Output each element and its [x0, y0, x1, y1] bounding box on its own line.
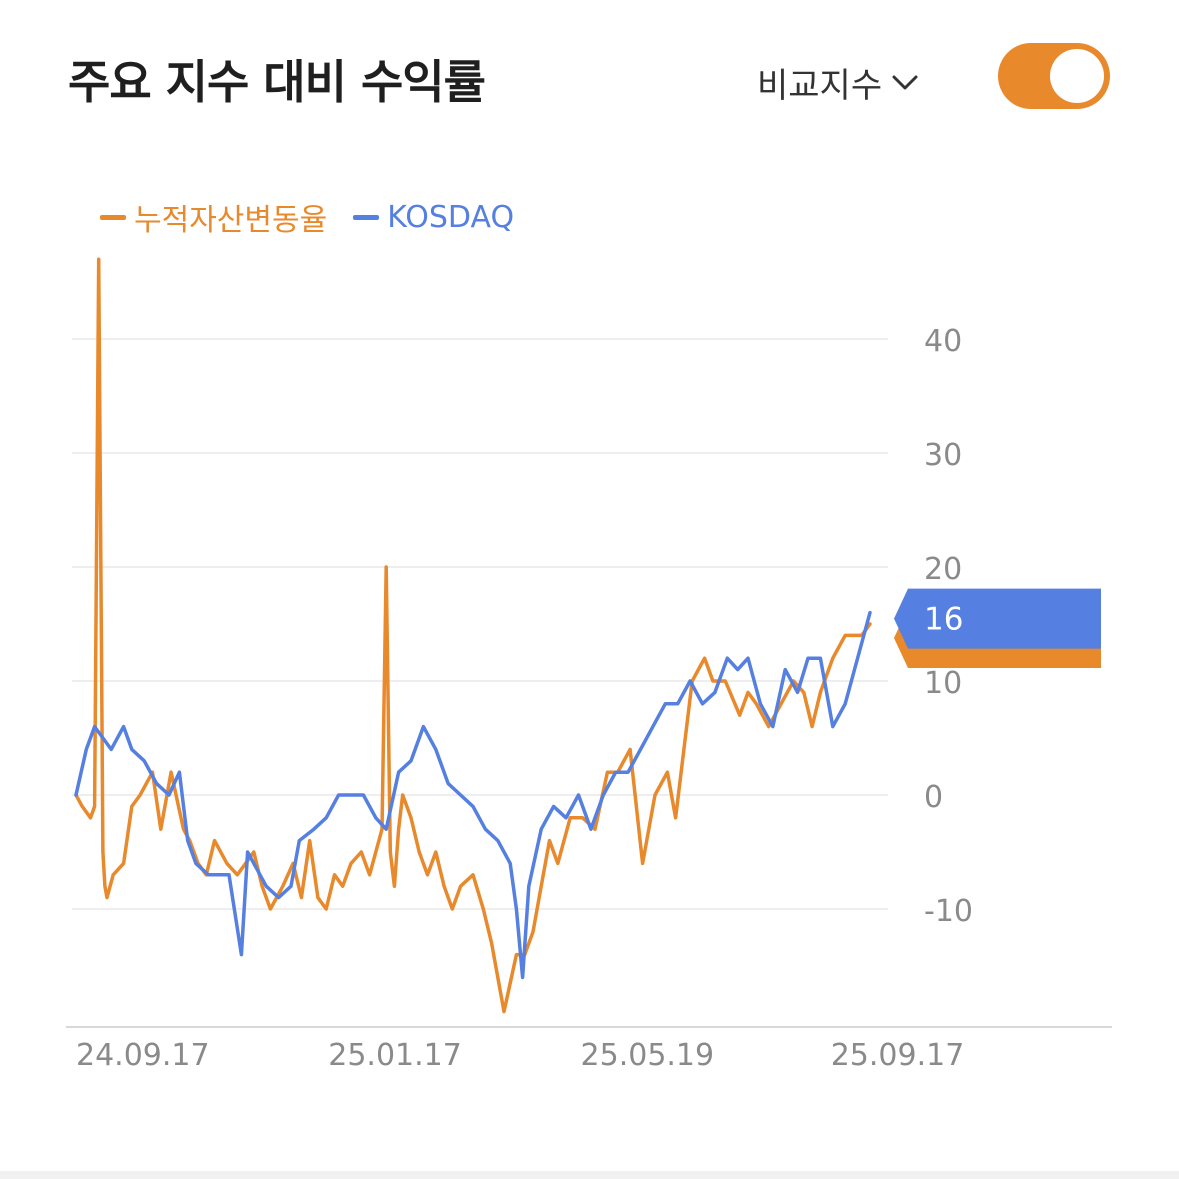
toggle-knob [1050, 49, 1104, 103]
x-tick-label: 24.09.17 [76, 1038, 210, 1073]
legend-item-kosdaq[interactable]: KOSDAQ [353, 200, 514, 235]
y-tick-label: 40 [924, 324, 962, 359]
x-tick-label: 25.01.17 [328, 1038, 462, 1073]
series-line-portfolio [74, 257, 872, 1014]
series-line-kosdaq [74, 610, 872, 980]
y-tick-label: 10 [924, 666, 962, 701]
chevron-down-icon [892, 75, 918, 89]
y-tick-label: 30 [924, 438, 962, 473]
legend-label-portfolio: 누적자산변동율 [134, 203, 328, 238]
last-value-label: 16 [924, 602, 963, 638]
y-tick-label: 0 [924, 780, 943, 815]
legend-label-kosdaq: KOSDAQ [387, 199, 515, 235]
x-tick-label: 25.05.19 [581, 1038, 715, 1073]
bottom-divider [0, 1171, 1179, 1179]
y-tick-label: 20 [924, 552, 962, 587]
legend-swatch-kosdaq [353, 214, 380, 220]
x-tick-label: 25.09.17 [831, 1038, 965, 1073]
legend-item-portfolio[interactable]: 누적자산변동율 [100, 195, 327, 239]
compare-index-dropdown[interactable]: 비교지수 [757, 58, 918, 107]
y-tick-label: -10 [924, 894, 973, 929]
compare-index-label: 비교지수 [757, 66, 883, 106]
legend-swatch-portfolio [100, 214, 126, 220]
chart-legend: 누적자산변동율 KOSDAQ [100, 195, 514, 239]
page-title: 주요 지수 대비 수익률 [68, 55, 486, 109]
last-value-tag-kosdaq [894, 588, 1101, 649]
compare-toggle-switch[interactable] [998, 43, 1110, 109]
